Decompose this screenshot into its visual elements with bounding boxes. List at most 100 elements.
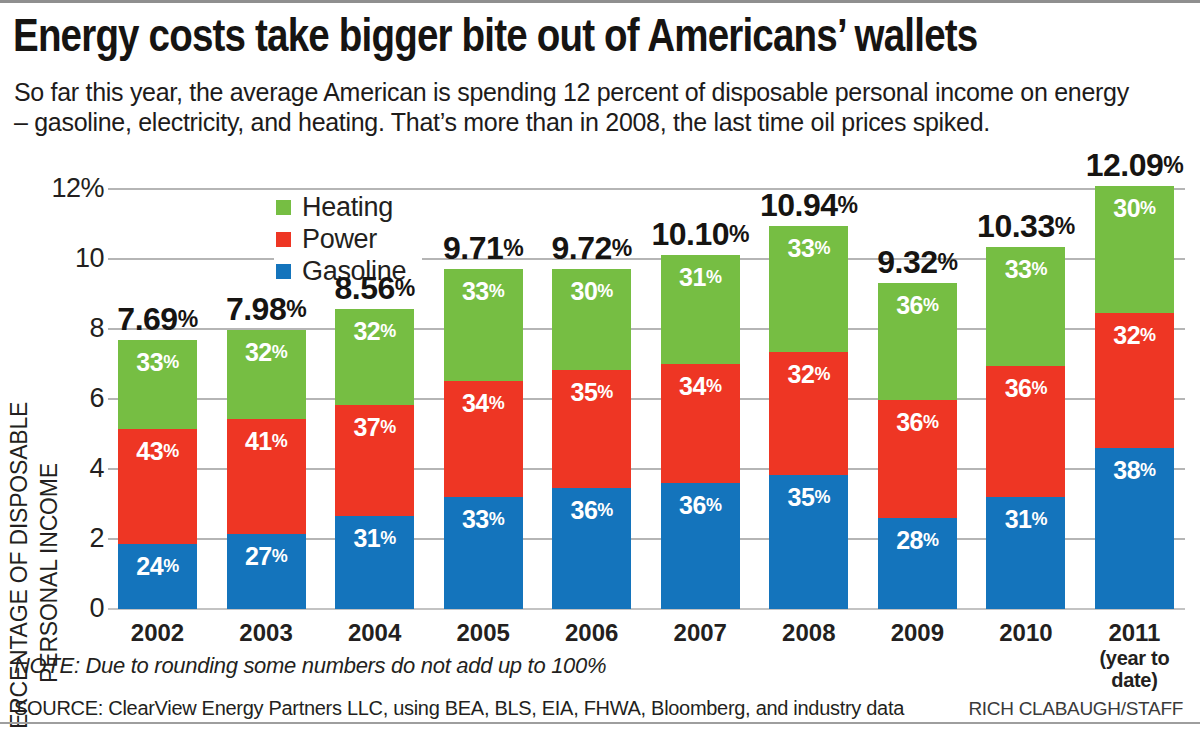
segment-label-heating-2011: 30% (1113, 194, 1155, 222)
segment-label-power-2011: 32% (1113, 321, 1155, 349)
x-tick-label-2006: 2006 (565, 619, 618, 647)
bar-segment-gasoline-2005: 33% (444, 497, 523, 609)
y-tick-label-12: 12% (0, 173, 104, 204)
chart-subtitle: So far this year, the average American i… (14, 77, 1144, 137)
x-tick-year-2005: 2005 (456, 619, 509, 647)
x-tick-label-2011: 2011(year todate) (1099, 619, 1169, 691)
y-tick-label-10: 10 (0, 243, 104, 274)
x-tick-label-2009: 2009 (891, 619, 944, 647)
segment-label-heating-2009: 36% (896, 291, 938, 319)
segment-value: 32 (1113, 321, 1140, 349)
segment-label-power-2010: 36% (1005, 374, 1047, 402)
percent-sign: % (729, 221, 749, 247)
segment-label-heating-2008: 33% (788, 234, 830, 262)
total-value: 7.69 (117, 301, 177, 337)
y-axis-ticks: 12%1086420 (0, 153, 104, 698)
percent-sign: % (178, 306, 198, 332)
bar-segment-gasoline-2008: 35% (769, 475, 848, 609)
percent-sign: % (272, 431, 288, 451)
segment-label-heating-2002: 33% (136, 348, 178, 376)
percent-sign: % (163, 441, 179, 461)
percent-sign: % (612, 235, 632, 261)
segment-label-gasoline-2008: 35% (788, 483, 830, 511)
x-tick-label-2004: 2004 (348, 619, 401, 647)
x-tick-year-2010: 2010 (999, 619, 1052, 647)
percent-sign: % (814, 364, 830, 384)
x-tick-year-2003: 2003 (239, 619, 292, 647)
x-tick-label-2007: 2007 (674, 619, 727, 647)
bar-2003: 7.98%32%41%27%2003 (227, 330, 306, 609)
segment-value: 36 (679, 491, 706, 519)
x-tick-sublabel-2011-0: (year to (1099, 647, 1169, 669)
bar-segment-power-2003: 41% (227, 419, 306, 534)
x-tick-label-2010: 2010 (999, 619, 1052, 647)
percent-sign: % (489, 509, 505, 529)
segment-value: 31 (353, 524, 380, 552)
segment-label-power-2005: 34% (462, 389, 504, 417)
bottom-divider (0, 722, 1200, 724)
percent-sign: % (597, 281, 613, 301)
segment-value: 43 (136, 437, 163, 465)
infographic-page: Energy costs take bigger bite out of Ame… (0, 0, 1200, 730)
segment-label-power-2006: 35% (571, 378, 613, 406)
segment-value: 34 (462, 389, 489, 417)
percent-sign: % (1032, 378, 1048, 398)
percent-sign: % (706, 495, 722, 515)
bar-total-label-2004: 8.56% (334, 270, 414, 307)
segment-value: 31 (1005, 505, 1032, 533)
bar-segment-power-2006: 35% (552, 370, 631, 488)
percent-sign: % (1140, 198, 1156, 218)
artist-credit: RICH CLABAUGH/STAFF (968, 698, 1183, 720)
footnote: NOTE: Due to rounding some numbers do no… (14, 653, 606, 679)
segment-label-power-2007: 34% (679, 372, 721, 400)
segment-value: 36 (571, 496, 598, 524)
total-value: 8.56 (334, 270, 394, 306)
total-value: 10.33 (977, 208, 1055, 244)
bar-segment-power-2011: 32% (1095, 313, 1174, 448)
bar-total-label-2008: 10.94% (760, 187, 858, 224)
bar-total-label-2002: 7.69% (117, 301, 197, 338)
percent-sign: % (272, 546, 288, 566)
y-tick-label-0: 0 (0, 593, 104, 624)
segment-value: 32 (788, 360, 815, 388)
bar-segment-heating-2004: 32% (335, 309, 414, 405)
bar-2010: 10.33%33%36%31%2010 (986, 247, 1065, 609)
segment-value: 31 (679, 263, 706, 291)
percent-sign: % (163, 556, 179, 576)
x-tick-label-2003: 2003 (239, 619, 292, 647)
segment-label-gasoline-2011: 38% (1113, 456, 1155, 484)
segment-value: 35 (788, 483, 815, 511)
segment-label-heating-2005: 33% (462, 277, 504, 305)
segment-label-gasoline-2004: 31% (353, 524, 395, 552)
segment-value: 30 (571, 277, 598, 305)
percent-sign: % (503, 235, 523, 261)
source-credit: SOURCE: ClearView Energy Partners LLC, u… (14, 697, 904, 720)
bar-2004: 8.56%32%37%31%2004 (335, 309, 414, 609)
segment-value: 33 (462, 277, 489, 305)
segment-value: 38 (1113, 456, 1140, 484)
total-value: 12.09 (1086, 147, 1164, 183)
segment-value: 36 (896, 408, 923, 436)
segment-label-heating-2010: 33% (1005, 255, 1047, 283)
percent-sign: % (1032, 259, 1048, 279)
total-value: 9.32 (877, 244, 937, 280)
bar-2009: 9.32%36%36%28%2009 (878, 283, 957, 609)
bar-total-label-2007: 10.10% (651, 216, 749, 253)
percent-sign: % (814, 238, 830, 258)
bar-segment-power-2004: 37% (335, 405, 414, 516)
segment-value: 33 (1005, 255, 1032, 283)
segment-label-heating-2003: 32% (245, 338, 287, 366)
percent-sign: % (838, 192, 858, 218)
bar-total-label-2009: 9.32% (877, 244, 957, 281)
bar-segment-power-2009: 36% (878, 400, 957, 518)
segment-value: 35 (571, 378, 598, 406)
bar-segment-gasoline-2009: 28% (878, 518, 957, 609)
segment-value: 27 (245, 542, 272, 570)
percent-sign: % (489, 393, 505, 413)
bar-segment-gasoline-2007: 36% (661, 483, 740, 609)
bar-segment-gasoline-2006: 36% (552, 488, 631, 609)
segment-value: 37 (353, 413, 380, 441)
bars-container: 7.69%33%43%24%20027.98%32%41%27%20038.56… (118, 189, 1174, 609)
segment-label-heating-2004: 32% (353, 317, 395, 345)
segment-label-power-2002: 43% (136, 437, 178, 465)
